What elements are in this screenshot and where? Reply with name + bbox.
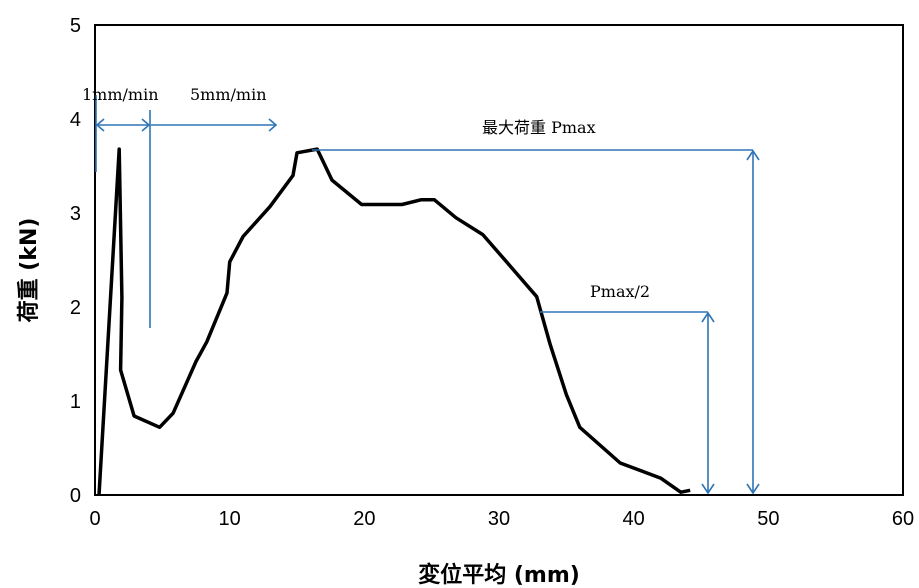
- pmax-half-arrow-head-top: [701, 311, 715, 323]
- pmax-label: 最大荷重 Pmax: [482, 118, 596, 137]
- y-tick-labels: 0 1 2 3 4 5: [70, 15, 81, 507]
- x-tick-label: 40: [623, 508, 645, 530]
- y-tick-label: 3: [70, 203, 81, 225]
- rate2-arrow-head-right: [268, 118, 278, 132]
- pmax-half-arrow-head-bottom: [701, 483, 715, 495]
- x-tick-label: 10: [219, 508, 241, 530]
- pmax-arrow-head-bottom: [746, 483, 760, 495]
- rate1-arrow-head-left: [95, 118, 105, 132]
- rate1-arrow-head-right: [141, 118, 151, 132]
- y-tick-label: 1: [70, 391, 81, 413]
- y-tick-label: 4: [70, 109, 81, 131]
- load-displacement-line: [97, 147, 691, 496]
- pmax-arrow-head-top: [746, 149, 760, 161]
- x-axis-label: 変位平均 (mm): [418, 562, 580, 588]
- x-tick-label: 30: [488, 508, 510, 530]
- x-tick-labels: 0 10 20 30 40 50 60: [89, 508, 914, 530]
- y-tick-label: 2: [70, 297, 81, 319]
- rate1-label: 1mm/min: [82, 85, 159, 104]
- x-tick-label: 0: [89, 508, 100, 530]
- y-axis-label: 荷重 (kN): [17, 218, 42, 323]
- rate2-label: 5mm/min: [190, 85, 267, 104]
- pmax-half-label: Pmax/2: [590, 282, 650, 301]
- x-tick-label: 50: [757, 508, 779, 530]
- y-tick-label: 0: [70, 485, 81, 507]
- x-tick-label: 60: [892, 508, 914, 530]
- x-tick-label: 20: [353, 508, 375, 530]
- annotations: [95, 95, 760, 495]
- y-tick-label: 5: [70, 15, 81, 37]
